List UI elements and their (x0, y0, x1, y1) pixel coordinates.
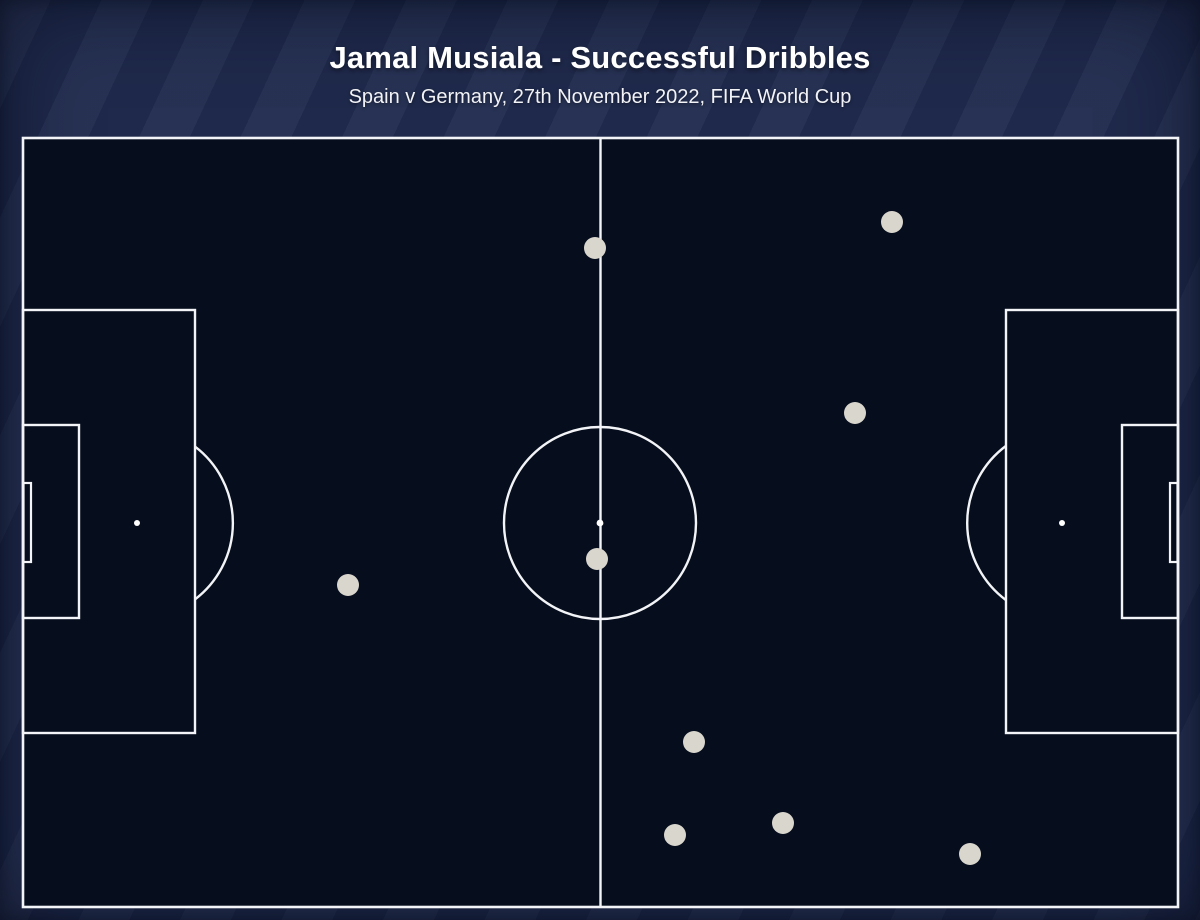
penalty-arc-left (194, 445, 235, 601)
dribble-dot (881, 211, 903, 233)
penalty-spot-left (134, 520, 140, 526)
goal-right (1168, 481, 1179, 564)
dribble-dot (584, 237, 606, 259)
chart-header: Jamal Musiala - Successful Dribbles Spai… (0, 40, 1200, 109)
center-circle (502, 425, 698, 621)
dribble-dot (664, 824, 686, 846)
dribble-dot (337, 574, 359, 596)
penalty-spot-right (1059, 520, 1065, 526)
dribble-dot (683, 731, 705, 753)
dribble-dots-layer (337, 211, 981, 865)
chart-subtitle: Spain v Germany, 27th November 2022, FIF… (348, 86, 852, 108)
goal-left (22, 481, 33, 564)
dribble-dot (844, 402, 866, 424)
dribble-dot (586, 548, 608, 570)
center-spot (596, 519, 604, 527)
dribble-dot (959, 843, 981, 865)
chart-title: Jamal Musiala - Successful Dribbles (329, 40, 871, 75)
dribble-dot (772, 812, 794, 834)
penalty-arc-right (965, 444, 1007, 602)
